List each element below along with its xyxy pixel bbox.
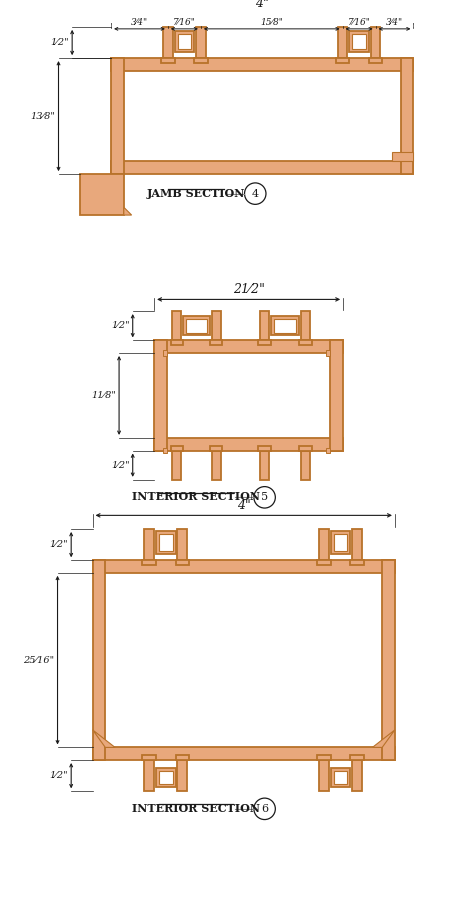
Bar (93, 747, 395, 760)
Bar (319, 760, 329, 791)
Bar (93, 561, 105, 760)
Bar (145, 529, 154, 561)
Bar (172, 450, 181, 480)
Bar (161, 58, 175, 63)
Polygon shape (163, 448, 167, 453)
Text: 25⁄16": 25⁄16" (23, 655, 55, 664)
Bar (331, 768, 350, 788)
Bar (334, 771, 347, 785)
Bar (159, 534, 173, 551)
Bar (350, 31, 369, 52)
Polygon shape (163, 350, 167, 356)
Bar (176, 755, 189, 760)
Text: 1⁄2": 1⁄2" (50, 771, 68, 780)
Text: INTERIOR SECTION: INTERIOR SECTION (132, 492, 260, 503)
Polygon shape (373, 730, 395, 747)
Bar (145, 760, 154, 791)
Text: 4": 4" (237, 499, 251, 513)
Text: 1⁄2": 1⁄2" (51, 38, 69, 47)
Bar (177, 529, 187, 561)
Polygon shape (392, 152, 413, 162)
Bar (350, 755, 364, 760)
Bar (177, 34, 191, 50)
Bar (331, 531, 350, 554)
Bar (111, 58, 413, 71)
Bar (336, 58, 350, 63)
Bar (258, 446, 271, 450)
Bar (260, 312, 269, 340)
Bar (334, 534, 347, 551)
Bar (176, 561, 189, 565)
Text: 5: 5 (261, 493, 268, 503)
Bar (142, 561, 156, 565)
Bar (159, 771, 173, 785)
Bar (369, 58, 382, 63)
Bar (299, 340, 312, 346)
Bar (274, 319, 296, 333)
Text: 7⁄16": 7⁄16" (173, 17, 196, 27)
Bar (317, 755, 331, 760)
Text: 7⁄16": 7⁄16" (348, 17, 371, 27)
Bar (258, 340, 271, 346)
Bar (271, 316, 299, 335)
Bar (163, 27, 173, 58)
Bar (319, 529, 329, 561)
Text: 15⁄8": 15⁄8" (260, 17, 283, 27)
Bar (401, 58, 413, 174)
Bar (350, 561, 364, 565)
Bar (142, 755, 156, 760)
Bar (299, 446, 312, 450)
Text: INTERIOR SECTION: INTERIOR SECTION (132, 803, 260, 814)
Bar (338, 27, 347, 58)
Bar (330, 340, 343, 450)
Bar (111, 162, 413, 174)
Bar (93, 561, 395, 573)
Text: 1⁄2": 1⁄2" (111, 322, 130, 330)
Bar (175, 31, 194, 52)
Text: 3⁄4": 3⁄4" (131, 17, 148, 27)
Bar (352, 34, 366, 50)
Bar (194, 58, 208, 63)
Text: 1⁄2": 1⁄2" (50, 540, 68, 550)
Bar (183, 316, 210, 335)
Polygon shape (93, 730, 115, 747)
Bar (260, 450, 269, 480)
Bar (156, 531, 176, 554)
Bar (371, 27, 380, 58)
Bar (156, 768, 176, 788)
Text: JAMB SECTION: JAMB SECTION (147, 187, 245, 199)
Bar (352, 760, 362, 791)
Bar (186, 319, 207, 333)
Bar (170, 340, 183, 346)
Polygon shape (327, 350, 330, 356)
Bar (177, 760, 187, 791)
Bar (154, 340, 343, 353)
Text: 3⁄4": 3⁄4" (386, 17, 403, 27)
Text: 4: 4 (252, 188, 259, 199)
Bar (301, 450, 310, 480)
Text: 6: 6 (261, 804, 268, 814)
Bar (154, 340, 167, 450)
Bar (210, 446, 222, 450)
Polygon shape (327, 448, 330, 453)
Bar (172, 312, 181, 340)
Polygon shape (124, 208, 132, 215)
Bar (382, 561, 395, 760)
Bar (111, 58, 124, 174)
Text: 1⁄2": 1⁄2" (111, 460, 130, 470)
Bar (301, 312, 310, 340)
Bar (154, 437, 343, 450)
Bar (80, 174, 124, 215)
Text: 21⁄2": 21⁄2" (233, 283, 264, 297)
Text: 11⁄8": 11⁄8" (91, 391, 116, 400)
Bar (170, 446, 183, 450)
Bar (352, 529, 362, 561)
Text: 4": 4" (256, 0, 269, 10)
Text: 13⁄8": 13⁄8" (31, 111, 56, 120)
Bar (210, 340, 222, 346)
Bar (212, 312, 220, 340)
Bar (317, 561, 331, 565)
Bar (196, 27, 206, 58)
Bar (212, 450, 220, 480)
